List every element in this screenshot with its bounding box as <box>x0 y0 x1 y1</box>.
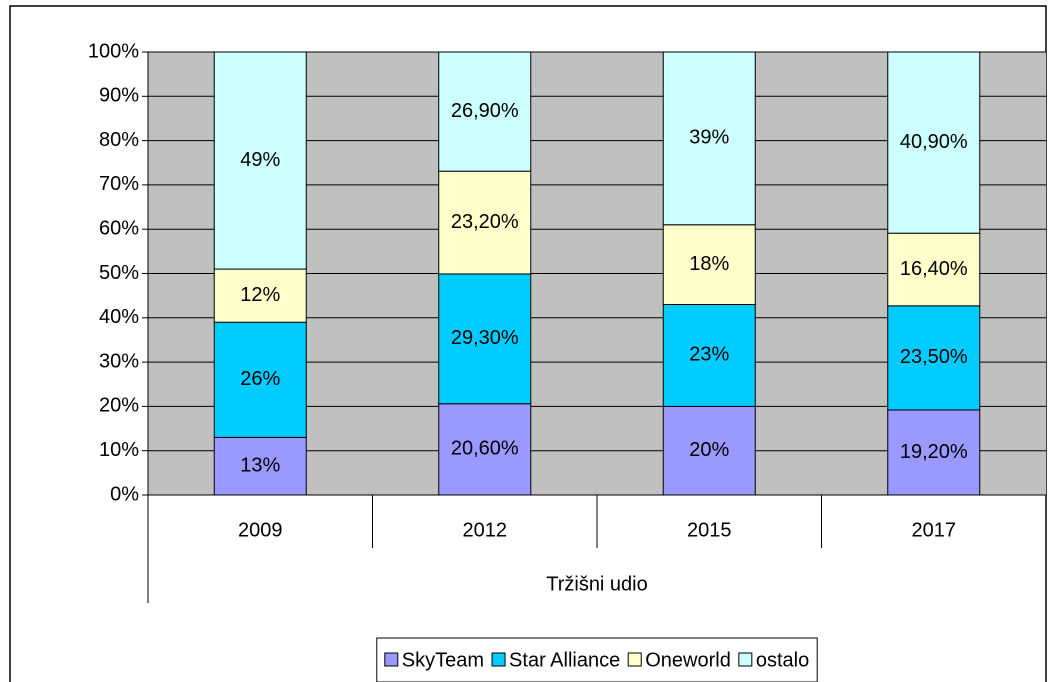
value-label: 23,20% <box>451 211 519 233</box>
bar-segment <box>213 268 307 323</box>
value-label: 23% <box>689 344 729 366</box>
y-tick-label: 0% <box>110 483 139 505</box>
bar-segment <box>213 436 307 496</box>
x-tick-label: 2012 <box>463 519 508 541</box>
value-label: 29,30% <box>451 327 519 349</box>
bar-segment <box>438 51 532 172</box>
bar-segment <box>438 273 532 405</box>
y-tick-label: 100% <box>88 40 139 62</box>
value-label: 26% <box>240 368 280 390</box>
x-tick-label: 2017 <box>912 519 957 541</box>
y-tick-label: 60% <box>99 217 139 239</box>
bar-segment <box>438 403 532 496</box>
legend-label: ostalo <box>756 649 809 671</box>
bar-segment <box>887 232 981 307</box>
y-tick-label: 70% <box>99 173 139 195</box>
value-label: 23,50% <box>900 346 968 368</box>
y-tick-label: 80% <box>99 129 139 151</box>
bar-segment <box>662 51 756 226</box>
bar-segment <box>662 304 756 407</box>
value-label: 20,60% <box>451 438 519 460</box>
bar-segment <box>662 405 756 496</box>
y-tick-label: 40% <box>99 306 139 328</box>
value-label: 20% <box>689 439 729 461</box>
x-tick-label: 2009 <box>238 519 283 541</box>
value-label: 49% <box>240 149 280 171</box>
legend-label: Oneworld <box>645 649 731 671</box>
legend-swatch <box>491 652 506 667</box>
bar-segment <box>887 51 981 234</box>
value-label: 16,40% <box>900 258 968 280</box>
value-label: 26,90% <box>451 100 519 122</box>
legend-label: Star Alliance <box>509 649 620 671</box>
bar-segment <box>887 305 981 411</box>
value-label: 39% <box>689 127 729 149</box>
legend-swatch <box>627 652 642 667</box>
x-tick-label: 2015 <box>687 519 732 541</box>
legend-swatch <box>738 652 753 667</box>
value-label: 40,90% <box>900 131 968 153</box>
value-label: 13% <box>240 454 280 476</box>
value-label: 19,20% <box>900 441 968 463</box>
bar-segment <box>438 170 532 275</box>
value-label: 18% <box>689 253 729 275</box>
bar-segment <box>887 409 981 496</box>
y-tick-label: 20% <box>99 395 139 417</box>
legend-label: SkyTeam <box>402 649 484 671</box>
legend-swatch <box>384 652 399 667</box>
y-tick-label: 90% <box>99 85 139 107</box>
bar-segment <box>213 51 307 270</box>
x-axis-label: Tržišni udio <box>546 573 648 595</box>
y-tick-label: 10% <box>99 439 139 461</box>
value-label: 12% <box>240 284 280 306</box>
bar-segment <box>662 224 756 306</box>
y-tick-label: 50% <box>99 262 139 284</box>
bar-segment <box>213 321 307 438</box>
y-tick-label: 30% <box>99 350 139 372</box>
